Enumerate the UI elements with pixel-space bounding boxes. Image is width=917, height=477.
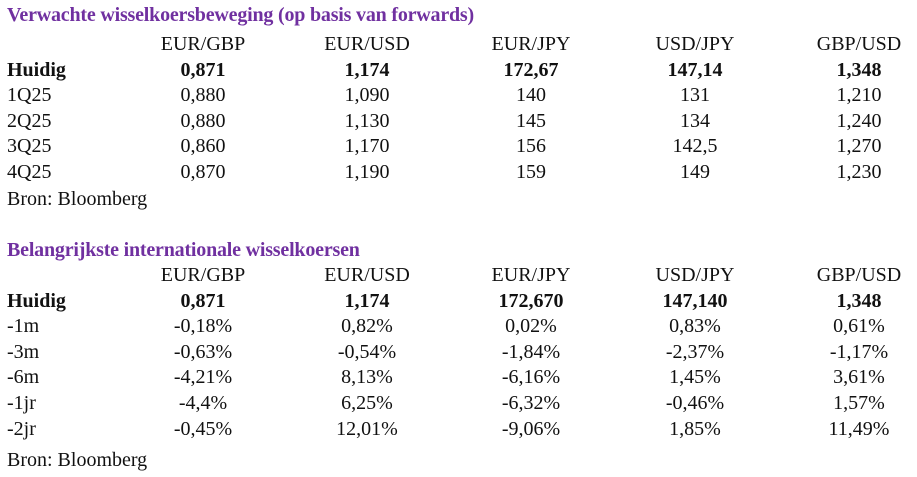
- table-cell: EUR/USD: [324, 264, 410, 286]
- table-cell: -0,18%: [173, 315, 233, 338]
- table-cell: GBP/USD: [816, 264, 902, 286]
- table-cell: 3,61%: [833, 366, 885, 389]
- table-cell: 1,230: [836, 160, 882, 183]
- table-cell: -0,46%: [665, 391, 725, 414]
- table-row: -3m -0,63% -0,54% -1,84% -2,37% -1,17%: [0, 340, 917, 366]
- table-cell: 1,090: [344, 84, 390, 107]
- table-cell: EUR/GBP: [160, 264, 246, 286]
- forwards-source: Bron: Bloomberg: [7, 188, 148, 210]
- table-cell: -0,63%: [173, 340, 233, 363]
- table-row: 3Q25 0,860 1,170 156 142,5 1,270: [0, 134, 917, 160]
- table-cell: -0,54%: [337, 340, 397, 363]
- table-cell: 131: [680, 84, 710, 107]
- table-cell: 1,270: [836, 135, 882, 158]
- forwards-table: EUR/GBP EUR/USD EUR/JPY USD/JPY GBP/USD Huidi…: [0, 32, 917, 186]
- table-cell: 147,14: [667, 58, 723, 81]
- row-label: [0, 263, 121, 289]
- table-cell: USD/JPY: [655, 264, 735, 286]
- table-cell: 149: [680, 160, 710, 183]
- table-row: 2Q25 0,880 1,130 145 134 1,240: [0, 109, 917, 135]
- table-cell: EUR/JPY: [491, 264, 571, 286]
- row-label: Huidig: [7, 58, 66, 81]
- table-cell: 11,49%: [828, 417, 890, 440]
- table-cell: 1,174: [344, 289, 390, 312]
- current-row: Huidig 0,871 1,174 172,670 147,140 1,348: [0, 289, 917, 315]
- row-label: Huidig: [7, 289, 66, 312]
- table-cell: -4,21%: [173, 366, 233, 389]
- row-label: -6m: [7, 366, 40, 389]
- header-row: EUR/GBP EUR/USD EUR/JPY USD/JPY GBP/USD: [0, 32, 917, 58]
- table-cell: 145: [516, 109, 546, 132]
- table-cell: 1,170: [344, 135, 390, 158]
- table-cell: 1,174: [344, 58, 390, 81]
- table-cell: 0,871: [180, 289, 226, 312]
- table-cell: 1,57%: [833, 391, 885, 414]
- table-cell: 172,67: [503, 58, 559, 81]
- row-label: 4Q25: [7, 160, 52, 183]
- row-label: 2Q25: [7, 109, 52, 132]
- table-cell: 0,880: [180, 84, 226, 107]
- table-cell: -1,17%: [829, 340, 889, 363]
- row-label: -2jr: [7, 417, 36, 440]
- table-cell: 140: [516, 84, 546, 107]
- table-cell: -9,06%: [501, 417, 561, 440]
- table-cell: 1,348: [836, 289, 882, 312]
- table-cell: 147,140: [662, 289, 728, 312]
- table-cell: 0,02%: [505, 315, 557, 338]
- table-cell: 1,240: [836, 109, 882, 132]
- table-cell: 6,25%: [341, 391, 393, 414]
- header-row: EUR/GBP EUR/USD EUR/JPY USD/JPY GBP/USD: [0, 263, 917, 289]
- current-row: Huidig 0,871 1,174 172,67 147,14 1,348: [0, 58, 917, 84]
- table-cell: 142,5: [672, 135, 718, 158]
- table-cell: -6,32%: [501, 391, 561, 414]
- table-cell: 8,13%: [341, 366, 393, 389]
- rates-title: Belangrijkste internationale wisselkoers…: [7, 239, 360, 261]
- rates-table: EUR/GBP EUR/USD EUR/JPY USD/JPY GBP/USD Huidi…: [0, 263, 917, 442]
- table-cell: 159: [516, 160, 546, 183]
- row-label: 3Q25: [7, 135, 52, 158]
- table-cell: 0,61%: [833, 315, 885, 338]
- table-cell: 1,85%: [669, 417, 721, 440]
- table-cell: 1,210: [836, 84, 882, 107]
- table-cell: 0,871: [180, 58, 226, 81]
- table-cell: 1,190: [344, 160, 390, 183]
- table-cell: 1,348: [836, 58, 882, 81]
- row-label: [0, 32, 121, 58]
- table-cell: 0,860: [180, 135, 226, 158]
- table-cell: EUR/JPY: [491, 33, 571, 55]
- table-cell: 0,82%: [341, 315, 393, 338]
- table-cell: EUR/GBP: [160, 33, 246, 55]
- row-label: 1Q25: [7, 84, 52, 107]
- table-cell: 172,670: [498, 289, 564, 312]
- table-cell: 12,01%: [336, 417, 398, 440]
- table-row: -1jr -4,4% 6,25% -6,32% -0,46% 1,57%: [0, 391, 917, 417]
- table-cell: 0,870: [180, 160, 226, 183]
- table-cell: 1,45%: [669, 366, 721, 389]
- table-cell: -2,37%: [665, 340, 725, 363]
- row-label: -1m: [7, 315, 40, 338]
- forwards-title: Verwachte wisselkoersbeweging (op basis …: [7, 4, 474, 26]
- row-label: -1jr: [7, 391, 36, 414]
- table-cell: 134: [680, 109, 710, 132]
- table-cell: -1,84%: [501, 340, 561, 363]
- table-row: 1Q25 0,880 1,090 140 131 1,210: [0, 83, 917, 109]
- table-row: -1m -0,18% 0,82% 0,02% 0,83% 0,61%: [0, 314, 917, 340]
- table-cell: -0,45%: [173, 417, 233, 440]
- table-row: -2jr -0,45% 12,01% -9,06% 1,85% 11,49%: [0, 417, 917, 443]
- table-cell: -4,4%: [178, 391, 228, 414]
- table-cell: -6,16%: [501, 366, 561, 389]
- row-label: -3m: [7, 340, 40, 363]
- table-cell: 0,880: [180, 109, 226, 132]
- table-cell: 156: [516, 135, 546, 158]
- table-cell: 1,130: [344, 109, 390, 132]
- table-cell: 0,83%: [669, 315, 721, 338]
- rates-source: Bron: Bloomberg: [7, 449, 148, 471]
- table-row: 4Q25 0,870 1,190 159 149 1,230: [0, 160, 917, 186]
- table-row: -6m -4,21% 8,13% -6,16% 1,45% 3,61%: [0, 365, 917, 391]
- table-cell: USD/JPY: [655, 33, 735, 55]
- table-cell: EUR/USD: [324, 33, 410, 55]
- table-cell: GBP/USD: [816, 33, 902, 55]
